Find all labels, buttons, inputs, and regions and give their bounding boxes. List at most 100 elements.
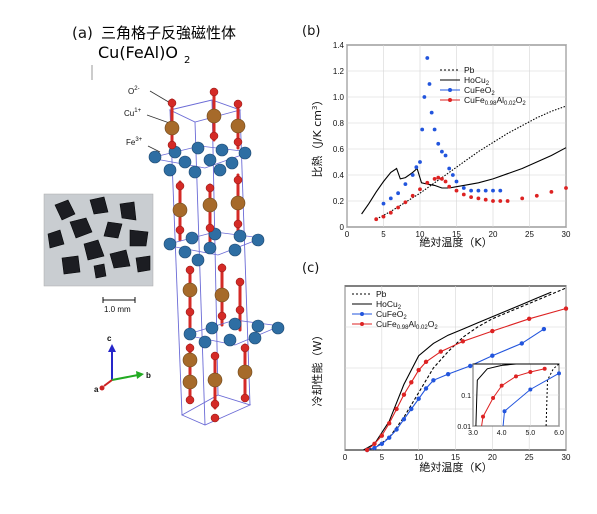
panel-a-title-line2: Cu(FeAl)O: [98, 43, 178, 62]
chart-b-legend-label-0: Pb: [464, 65, 475, 75]
chart-c-xtick-1: 5: [380, 453, 385, 462]
chart-b-xtick-0: 0: [345, 230, 350, 239]
inset-point-3-3: [499, 383, 504, 388]
chart-b-point-3-17: [483, 197, 488, 202]
chart-c-point-2-13: [519, 341, 524, 346]
chart-c-point-2-5: [401, 417, 407, 422]
inset-point-3-2: [491, 396, 496, 401]
chart-b-ytick-3: 0.6: [333, 145, 345, 154]
chart-b-legend-marker-2: [448, 88, 452, 92]
crystal-structure: [148, 87, 285, 426]
chart-b-ytick-7: 1.4: [333, 41, 345, 50]
chart-b-point-3-16: [476, 196, 481, 201]
chart-c-point-2-11: [468, 363, 473, 369]
chart-b-point-3-13: [454, 188, 459, 193]
chart-c-point-3-6: [409, 380, 414, 385]
inset-gridlines: [472, 364, 560, 427]
chart-c-xtick-2: 10: [414, 453, 423, 462]
inset-xtick-2: 5.0: [525, 430, 535, 437]
chart-c-point-2-3: [387, 435, 392, 440]
chart-b-ticks: 0 5 10 15 20 25 30 0 0.2 0.4 0.6 0.8 1.0 1.2 1.4: [333, 41, 571, 239]
inset-point-2-3: [557, 371, 561, 376]
chart-c-legend-label-1: HoCu2: [376, 299, 402, 311]
chart-b-point-2-23: [491, 188, 495, 193]
chart-b-legend-label-1: HoCu2: [464, 75, 490, 87]
chart-c-xtick-6: 30: [562, 453, 571, 462]
chart-c-xtick-4: 20: [488, 453, 497, 462]
chart-c-point-3-0: [364, 447, 370, 453]
inset-ytick-0: 0.01: [457, 424, 471, 431]
axis-b-label: b: [146, 371, 151, 380]
inset-point-2-1: [502, 409, 507, 414]
chart-b-point-3-3: [396, 205, 400, 210]
chart-b-legend-marker-3: [448, 98, 452, 102]
chart-b-xtick-5: 25: [525, 230, 534, 239]
ion-label-fe: Fe3+: [126, 137, 161, 153]
chart-c-ylabel: 冷却性能（W）: [310, 330, 324, 407]
chart-b-point-3-21: [520, 196, 525, 201]
panel-c-label: (c): [302, 261, 319, 276]
inset-xtick-3: 6.0: [554, 430, 564, 437]
chart-c-legend-label-2: CuFeO2: [376, 309, 407, 321]
chart-c-point-3-1: [372, 441, 377, 447]
chart-b-point-3-24: [564, 186, 568, 190]
chart-b-point-2-1: [388, 196, 393, 201]
axis-c-label: c: [107, 334, 112, 343]
chart-b-series-0: [375, 105, 567, 220]
chart-b-point-2-3: [403, 182, 408, 187]
chart-b-point-2-2: [396, 191, 400, 196]
chart-c-point-3-7: [416, 367, 421, 373]
chart-b-xtick-2: 10: [416, 230, 425, 239]
chart-c-point-2-7: [416, 396, 421, 401]
axis-a-label: a: [94, 385, 99, 394]
panel-a-label: (a): [72, 24, 93, 42]
chart-b-point-2-24: [498, 188, 503, 193]
chart-c-point-3-5: [401, 392, 407, 397]
chart-b-point-2-12: [432, 127, 437, 132]
chart-b-ytick-2: 0.4: [333, 171, 345, 180]
chart-c-ticks: 0 5 10 15 20 25 30: [343, 453, 571, 462]
panel-c: (c) 0 5 10 15 20 25 30 絶対温度（K） 冷却性能（W） PbHoCu2…: [302, 261, 571, 474]
chart-c-point-2-9: [431, 378, 436, 383]
chart-b-point-3-1: [381, 214, 386, 219]
chart-b-point-2-6: [418, 160, 422, 164]
chart-b-point-3-22: [534, 193, 539, 198]
chart-b-point-2-14: [440, 149, 444, 154]
chart-c-point-2-14: [541, 326, 547, 332]
chart-c-xlabel: 絶対温度（K）: [419, 460, 492, 474]
chart-b-point-2-4: [410, 173, 415, 177]
chart-b-point-2-19: [461, 186, 466, 190]
chart-b-series-1: [361, 147, 567, 215]
chart-b-point-2-8: [422, 95, 427, 99]
chart-b-point-3-8: [432, 177, 437, 181]
chart-c-point-2-1: [372, 445, 377, 451]
chart-b-plot: [361, 56, 568, 222]
chart-c-xtick-0: 0: [343, 453, 348, 462]
chart-b-legend-label-2: CuFeO2: [464, 85, 495, 97]
chart-b-xlabel: 絶対温度（K）: [419, 235, 492, 249]
chart-c-legend-marker-2: [360, 312, 364, 316]
svg-text:O2-: O2-: [128, 86, 140, 96]
inset-point-3-6: [542, 366, 547, 371]
chart-b-point-2-0: [381, 201, 386, 206]
chart-b-point-3-18: [491, 199, 495, 203]
chart-b-point-3-7: [425, 180, 430, 185]
chart-b-point-3-19: [498, 199, 503, 203]
chart-c-point-3-11: [490, 328, 495, 334]
chart-b-ytick-6: 1.2: [333, 67, 345, 76]
panel-a: (a) 三角格子反強磁性体 Cu(FeAl)O 2 O2- Cu1+ Fe3+: [43, 24, 285, 426]
chart-b-point-3-2: [388, 210, 393, 215]
panel-b-label: (b): [302, 24, 320, 39]
chart-c-legend-label-3: CuFe0.98Al0.02O2: [376, 319, 438, 331]
chart-b-point-2-20: [469, 188, 473, 193]
chart-c-series-1: [363, 291, 552, 451]
chart-b-point-3-14: [461, 192, 466, 197]
chart-b-point-2-22: [483, 188, 488, 193]
chart-b-point-2-15: [443, 153, 448, 158]
inset-point-2-2: [528, 387, 533, 392]
chart-c-point-3-10: [460, 339, 466, 344]
axis-triad: c b a: [94, 334, 151, 394]
svg-text:Cu1+: Cu1+: [124, 108, 142, 118]
